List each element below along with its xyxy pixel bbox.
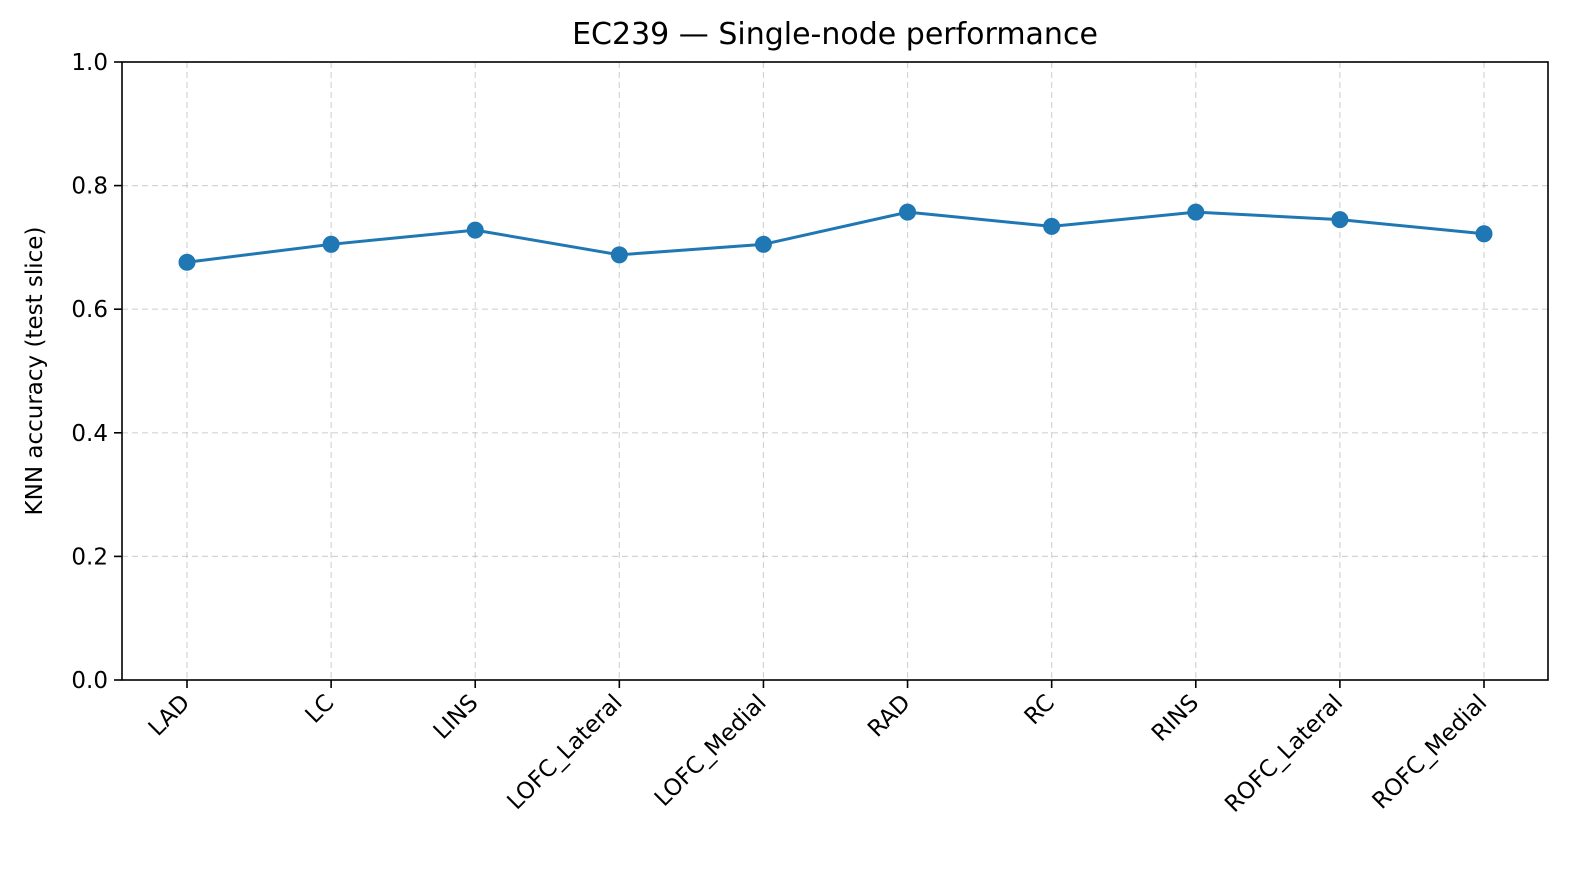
data-point: [899, 203, 917, 221]
data-point: [1187, 203, 1205, 221]
y-axis-label: KNN accuracy (test slice): [22, 227, 48, 516]
data-point: [1043, 217, 1061, 235]
plot-area-frame: [121, 61, 1549, 681]
data-point: [1331, 211, 1349, 229]
y-tick-label: 1.0: [71, 50, 108, 76]
data-point: [466, 221, 484, 239]
y-tick-label: 0.8: [71, 174, 108, 200]
data-point: [178, 253, 196, 271]
data-point: [754, 235, 772, 253]
series-line: [185, 210, 1486, 264]
chart-title: EC239 — Single-node performance: [572, 17, 1098, 52]
data-point: [610, 246, 628, 264]
data-point: [322, 235, 340, 253]
y-tick-label: 0.6: [71, 297, 108, 323]
y-tick-label: 0.0: [71, 668, 108, 694]
y-tick-label: 0.4: [71, 421, 108, 447]
y-tick-label: 0.2: [71, 544, 108, 570]
data-point: [1475, 225, 1493, 243]
series-layer: [178, 203, 1493, 271]
